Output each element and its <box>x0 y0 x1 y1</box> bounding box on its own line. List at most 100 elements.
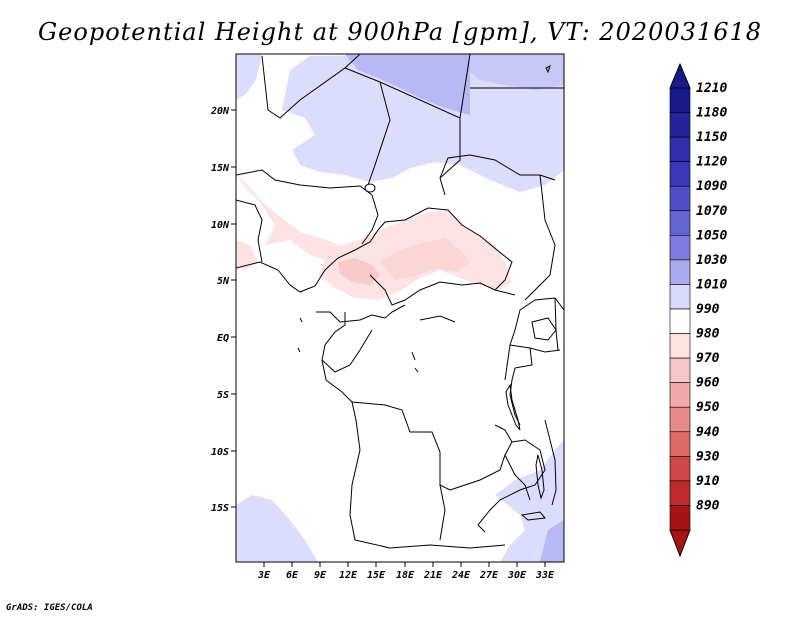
colorbar-label: 970 <box>696 351 720 366</box>
colorbar-label: 910 <box>696 474 720 489</box>
colorbar-label: 1010 <box>696 277 727 292</box>
shaded-fields <box>236 54 564 562</box>
lat-tick: EQ <box>217 333 236 344</box>
lon-label: 33E <box>535 570 555 581</box>
colorbar-segment <box>669 456 691 482</box>
lon-label: 30E <box>507 570 527 581</box>
lake-tanganyika <box>505 383 521 431</box>
colorbar-segment <box>669 161 691 187</box>
border-line <box>349 401 361 541</box>
colorbar-label: 940 <box>696 425 720 440</box>
colorbar-label: 1210 <box>696 81 727 96</box>
lon-tick: 30E <box>507 562 527 581</box>
blue-field-top <box>345 54 470 115</box>
river-congo <box>419 315 456 323</box>
border-line <box>351 401 451 491</box>
lat-label: EQ <box>217 333 229 344</box>
pink-field-core <box>338 258 380 285</box>
colorbar-bottom-arrow <box>669 529 691 558</box>
lon-tick: 15E <box>367 562 386 581</box>
lake-malawi <box>535 454 545 500</box>
colorbar-label: 1180 <box>696 106 727 121</box>
border-line <box>509 344 561 353</box>
lat-label: 5S <box>217 390 229 401</box>
lon-label: 27E <box>479 570 499 581</box>
colorbar-label: 990 <box>696 302 720 317</box>
colorbar-segment <box>669 210 691 236</box>
border-line <box>544 419 557 506</box>
colorbar-label: 1030 <box>696 253 727 268</box>
colorbar-segment <box>669 259 691 285</box>
lat-label: 20N <box>210 106 230 117</box>
lon-label: 12E <box>339 570 358 581</box>
colorbar-segment <box>669 87 691 113</box>
border-line <box>236 169 379 245</box>
colorbar-segment <box>669 382 691 408</box>
colorbar-label: 1150 <box>696 130 727 145</box>
lon-tick: 18E <box>396 562 415 581</box>
lake-kariba <box>520 511 546 521</box>
lat-label: 5N <box>217 276 230 287</box>
blue-field-southwest <box>236 495 318 562</box>
border-line <box>477 439 546 533</box>
colorbar-segment <box>669 185 691 212</box>
lake-victoria <box>531 317 557 341</box>
colorbar-segment <box>669 333 691 359</box>
coast-dots <box>297 317 419 373</box>
colorbar-label: 980 <box>696 327 720 342</box>
lakes <box>297 65 557 521</box>
lon-tick: 6E <box>286 562 299 581</box>
lon-tick: 21E <box>423 562 443 581</box>
colorbar-label: 960 <box>696 376 720 391</box>
lon-label: 9E <box>314 570 327 581</box>
lake-chad <box>364 183 376 193</box>
colorbar-label: 1050 <box>696 228 727 243</box>
pink-field-core-east <box>380 238 470 280</box>
pink-field-coast <box>236 240 258 270</box>
border-line <box>524 174 556 301</box>
lon-axis: 3E 6E 9E 12E 15E 18E 21E 24E 27E 30E 33E <box>257 562 555 581</box>
lat-tick: 10N <box>211 220 236 231</box>
border-line <box>369 274 516 306</box>
lon-tick: 12E <box>339 562 358 581</box>
lon-label: 24E <box>451 570 471 581</box>
border-line <box>514 347 533 369</box>
colorbar-label: 1090 <box>696 179 727 194</box>
border-line <box>344 54 361 69</box>
colorbar-label: 1070 <box>696 204 727 219</box>
border-line <box>439 118 461 196</box>
border-line <box>354 539 506 549</box>
blue-field-southeast <box>495 440 564 562</box>
borders <box>236 54 564 549</box>
colorbar-segment <box>669 406 691 433</box>
lon-tick: 27E <box>479 562 499 581</box>
lat-label: 10N <box>211 220 230 231</box>
border-line <box>509 367 521 426</box>
lon-label: 3E <box>257 570 271 581</box>
colorbar-segment <box>669 136 691 162</box>
island <box>545 65 551 74</box>
border-line <box>504 454 531 501</box>
lat-tick: 5S <box>217 390 236 401</box>
colorbar-label: 950 <box>696 400 720 415</box>
colorbar: 1210 1180 1150 1120 1090 1070 1050 1030 1010 990 9… <box>669 62 727 558</box>
lat-tick: 10S <box>211 447 236 458</box>
colorbar-label: 930 <box>696 449 720 464</box>
lon-tick: 24E <box>451 562 471 581</box>
lat-label: 15N <box>211 163 230 174</box>
credit-text: GrADS: IGES/COLA <box>6 603 93 613</box>
lat-label: 15S <box>211 503 229 514</box>
lat-tick: 15S <box>211 503 236 514</box>
border-line <box>321 359 353 403</box>
lon-tick: 33E <box>535 562 555 581</box>
border-line <box>236 199 263 263</box>
blue-field-west <box>236 54 262 100</box>
lat-tick: 20N <box>210 106 236 117</box>
lat-tick: 5N <box>217 276 236 287</box>
lon-label: 15E <box>367 570 386 581</box>
colorbar-segment <box>669 284 691 310</box>
lat-tick: 15N <box>211 163 236 174</box>
colorbar-segment <box>669 112 691 138</box>
lon-tick: 9E <box>314 562 327 581</box>
